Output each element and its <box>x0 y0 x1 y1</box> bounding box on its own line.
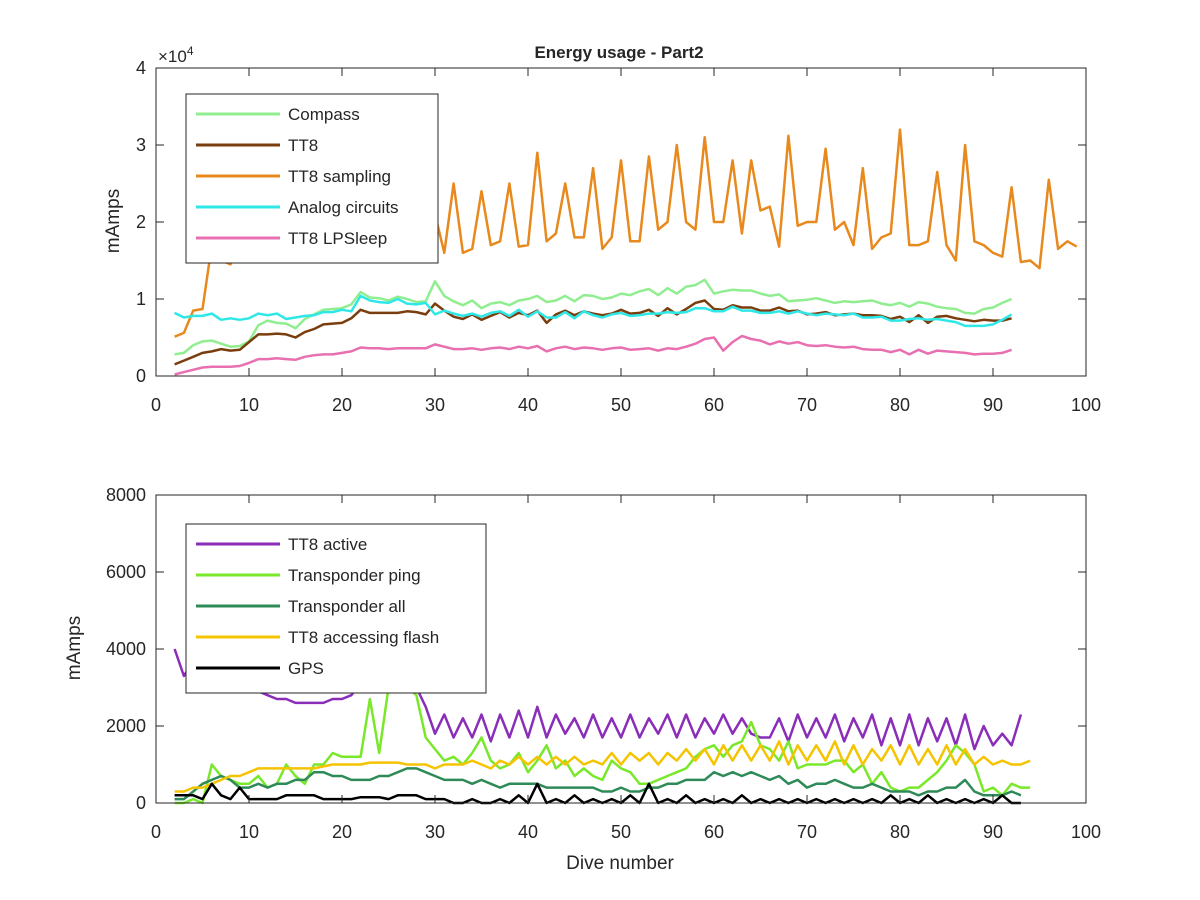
legend-item: TT8 active <box>196 535 367 554</box>
x-tick-label: 20 <box>332 395 352 415</box>
series-lines <box>173 648 1031 805</box>
legend-label: Analog circuits <box>288 198 399 217</box>
x-tick-label: 20 <box>332 822 352 842</box>
legend: Compass TT8 TT8 sampling Analog circuits TT8… <box>185 93 439 264</box>
legend-label: Transponder all <box>288 597 406 616</box>
x-tick-label: 40 <box>518 822 538 842</box>
legend-label: Transponder ping <box>288 566 421 585</box>
x-tick-label: 50 <box>611 395 631 415</box>
series-line-tt8-lpsleep <box>174 334 1012 376</box>
axis-ticks: 0 10 20 30 40 50 60 70 80 90 100 0 2000 4000 6000 8000 <box>106 485 1101 842</box>
legend-label: TT8 <box>288 136 318 155</box>
legend-item: TT8 accessing flash <box>196 628 439 647</box>
x-axis-label: Dive number <box>566 853 674 874</box>
legend-label: Compass <box>288 105 360 124</box>
y-tick-label: 3 <box>136 135 146 155</box>
legend-label: TT8 active <box>288 535 367 554</box>
y-tick-label: 2000 <box>106 716 146 736</box>
legend-item: TT8 sampling <box>196 167 391 186</box>
chart-title: Energy usage - Part2 <box>534 43 703 62</box>
x-tick-label: 0 <box>151 395 161 415</box>
legend-label: TT8 accessing flash <box>288 628 439 647</box>
x-tick-label: 0 <box>151 822 161 842</box>
legend-item: Compass <box>196 105 360 124</box>
x-tick-label: 40 <box>518 395 538 415</box>
legend-item: Analog circuits <box>196 198 399 217</box>
legend: TT8 active Transponder ping Transponder al… <box>185 523 487 694</box>
y-tick-label: 8000 <box>106 485 146 505</box>
series-line-tt8-accessing-flash <box>174 740 1031 793</box>
x-tick-label: 80 <box>890 395 910 415</box>
x-tick-label: 30 <box>425 822 445 842</box>
legend-item: TT8 LPSleep <box>196 229 387 248</box>
x-tick-label: 100 <box>1071 395 1101 415</box>
series-line-gps <box>174 782 1021 805</box>
top-plot: Energy usage - Part2 ×104 mAmps 0 10 20 30 4… <box>103 43 1101 415</box>
series-lines <box>174 128 1078 376</box>
legend-label: GPS <box>288 659 324 678</box>
series-line-transponder-all <box>174 767 1022 801</box>
plot-area-frame <box>155 67 1087 377</box>
legend-label: TT8 sampling <box>288 167 391 186</box>
y-exponent-power: 4 <box>187 44 194 58</box>
x-tick-label: 60 <box>704 822 724 842</box>
y-tick-label: 2 <box>136 212 146 232</box>
plot-area-frame <box>155 494 1087 804</box>
x-tick-label: 70 <box>797 822 817 842</box>
y-axis-label: mAmps <box>64 616 85 680</box>
x-tick-label: 10 <box>239 822 259 842</box>
x-tick-label: 70 <box>797 395 817 415</box>
legend-label: TT8 LPSleep <box>288 229 387 248</box>
y-tick-label: 6000 <box>106 562 146 582</box>
legend-item: Transponder ping <box>196 566 421 585</box>
x-tick-label: 90 <box>983 395 1003 415</box>
y-axis-label: mAmps <box>103 189 124 253</box>
y-tick-label: 0 <box>136 366 146 386</box>
x-tick-label: 10 <box>239 395 259 415</box>
legend-item: GPS <box>196 659 324 678</box>
series-line-tt8 <box>174 299 1012 366</box>
y-exponent-label: ×104 <box>158 44 194 66</box>
y-tick-label: 4000 <box>106 639 146 659</box>
x-tick-label: 60 <box>704 395 724 415</box>
series-line-analog-circuits <box>174 294 1013 328</box>
legend-box <box>185 523 487 694</box>
legend-item: Transponder all <box>196 597 406 616</box>
x-tick-label: 100 <box>1071 822 1101 842</box>
x-tick-label: 90 <box>983 822 1003 842</box>
x-tick-label: 30 <box>425 395 445 415</box>
series-line-transponder-ping <box>174 686 1031 805</box>
y-tick-label: 0 <box>136 793 146 813</box>
axis-ticks: 0 10 20 30 40 50 60 70 80 90 100 0 1 2 3 4 <box>136 58 1101 415</box>
bottom-plot: mAmps Dive number 0 10 20 30 40 50 60 70 80 90 100… <box>64 485 1101 874</box>
y-tick-label: 4 <box>136 58 146 78</box>
y-tick-label: 1 <box>136 289 146 309</box>
legend-item: TT8 <box>196 136 318 155</box>
x-tick-label: 50 <box>611 822 631 842</box>
legend-box <box>185 93 439 264</box>
x-tick-label: 80 <box>890 822 910 842</box>
series-line-tt8-active <box>173 648 1023 751</box>
